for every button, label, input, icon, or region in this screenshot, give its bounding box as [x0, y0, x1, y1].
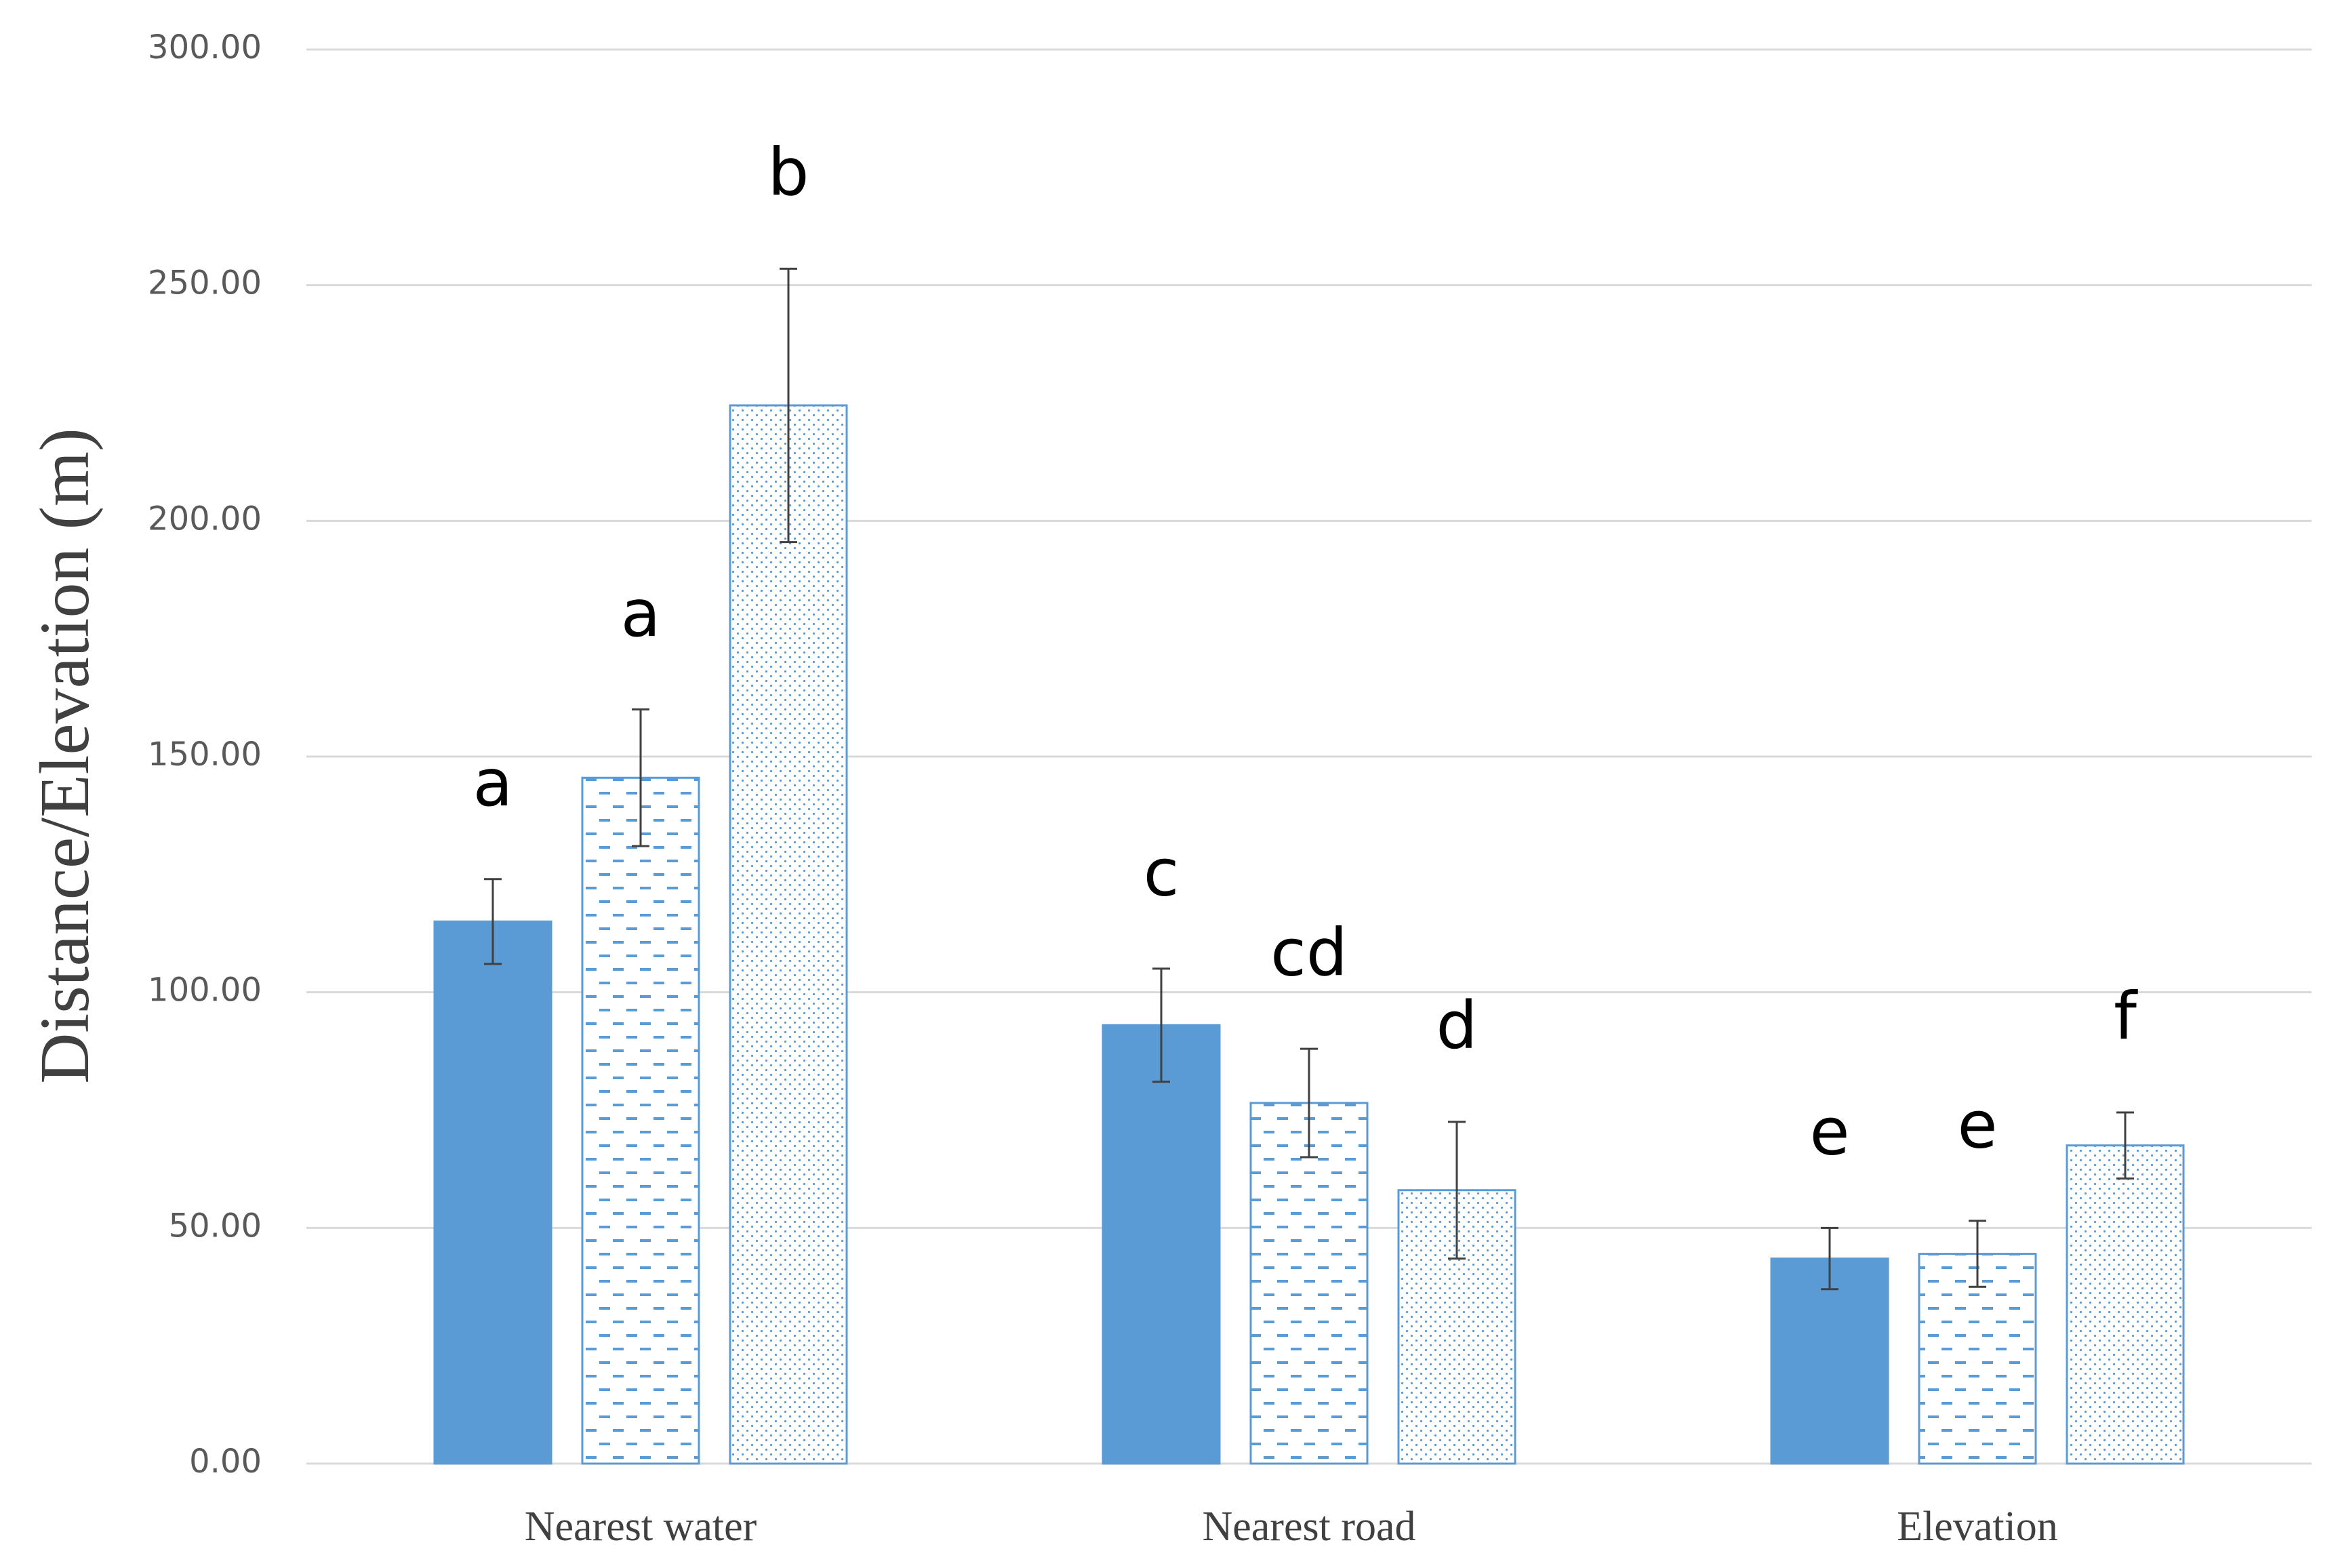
x-tick-label: Nearest road [1203, 1504, 1416, 1550]
significance-letter: cd [1270, 914, 1348, 990]
bar [1102, 1024, 1221, 1465]
error-bar [1152, 967, 1170, 1083]
x-tick-label: Elevation [1897, 1504, 2058, 1550]
x-tick-label: Nearest water [525, 1504, 757, 1550]
y-tick-label: 200.00 [148, 500, 262, 538]
significance-letter: c [1144, 835, 1180, 910]
error-bar [1448, 1121, 1466, 1260]
bar [433, 920, 552, 1465]
bar [581, 776, 700, 1465]
significance-letter: e [1809, 1094, 1849, 1170]
y-axis-title: Distance/Elevation (m) [26, 428, 104, 1083]
error-bar [2116, 1111, 2134, 1180]
error-bar [1300, 1047, 1318, 1159]
bar [2066, 1144, 2185, 1465]
y-tick-label: 250.00 [148, 264, 262, 302]
significance-letter: e [1957, 1087, 1997, 1163]
y-tick-label: 100.00 [148, 971, 262, 1009]
error-bar [1969, 1220, 1986, 1288]
error-bar [1821, 1226, 1838, 1291]
y-tick-label: 150.00 [148, 736, 262, 773]
significance-letter: f [2114, 978, 2138, 1054]
y-tick-label: 300.00 [148, 28, 262, 66]
significance-letter: a [621, 576, 661, 651]
y-tick-label: 50.00 [169, 1207, 262, 1245]
y-tick-label: 0.00 [189, 1443, 262, 1481]
significance-letter: a [473, 745, 513, 821]
significance-letter: d [1436, 988, 1478, 1064]
bar [729, 404, 848, 1465]
error-bar [632, 708, 649, 847]
bar [1770, 1258, 1889, 1465]
error-bar [780, 267, 797, 544]
significance-letter: b [768, 135, 809, 211]
error-bar [484, 878, 502, 965]
